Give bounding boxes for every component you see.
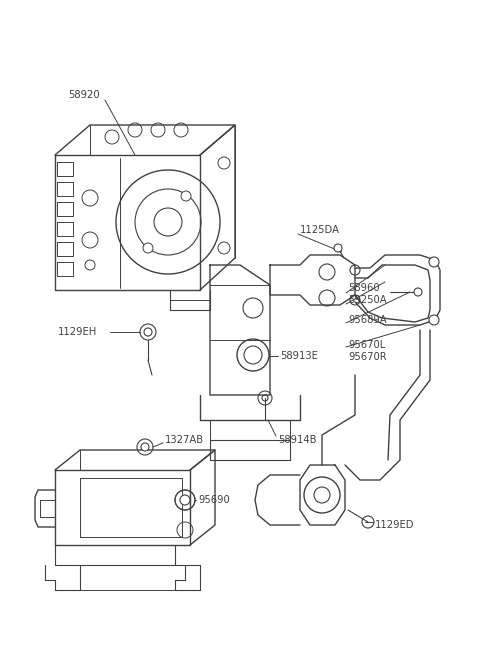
Circle shape <box>144 328 152 336</box>
Circle shape <box>181 191 191 201</box>
Circle shape <box>414 288 422 296</box>
Text: 1125DA: 1125DA <box>300 225 340 235</box>
Text: 1129EH: 1129EH <box>58 327 97 337</box>
Text: 58914B: 58914B <box>278 435 316 445</box>
Text: 1327AB: 1327AB <box>165 435 204 445</box>
Text: 1129ED: 1129ED <box>375 520 415 530</box>
Circle shape <box>143 243 153 253</box>
Circle shape <box>180 495 190 505</box>
Circle shape <box>429 315 439 325</box>
Text: 58960: 58960 <box>348 283 380 293</box>
Text: 58920: 58920 <box>68 90 100 100</box>
Circle shape <box>334 244 342 252</box>
Circle shape <box>141 443 149 451</box>
Text: 58913E: 58913E <box>280 351 318 361</box>
Text: 59250A: 59250A <box>348 295 386 305</box>
Text: 95690: 95690 <box>198 495 230 505</box>
Circle shape <box>429 257 439 267</box>
Text: 95689A: 95689A <box>348 315 386 325</box>
Text: 95670R: 95670R <box>348 352 386 362</box>
Text: 95670L: 95670L <box>348 340 385 350</box>
